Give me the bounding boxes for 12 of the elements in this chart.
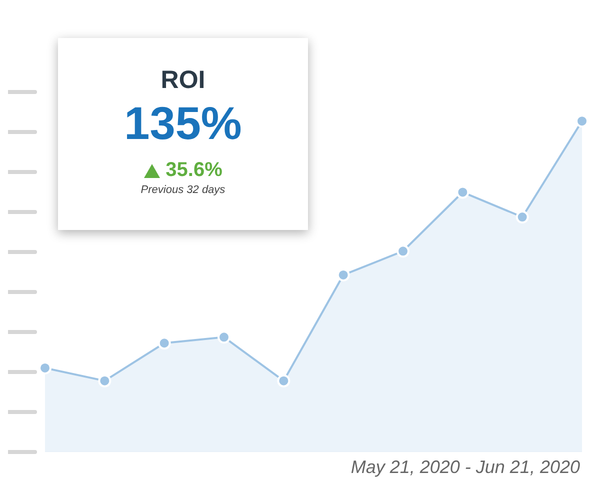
point: [277, 374, 290, 388]
summary-card: ROI 135% 35.6% Previous 32 days: [58, 38, 308, 230]
point: [456, 186, 470, 199]
annotation: 35.6%: [166, 159, 222, 182]
point: [516, 210, 529, 224]
point: [218, 330, 230, 344]
annotation: 135%: [123, 96, 243, 151]
point: [396, 244, 410, 258]
text: May 21, 2020 - Jun 21, 2020: [350, 457, 580, 478]
point: [98, 374, 112, 388]
annotation: Previous 32 days: [140, 184, 226, 196]
point: [158, 336, 171, 350]
